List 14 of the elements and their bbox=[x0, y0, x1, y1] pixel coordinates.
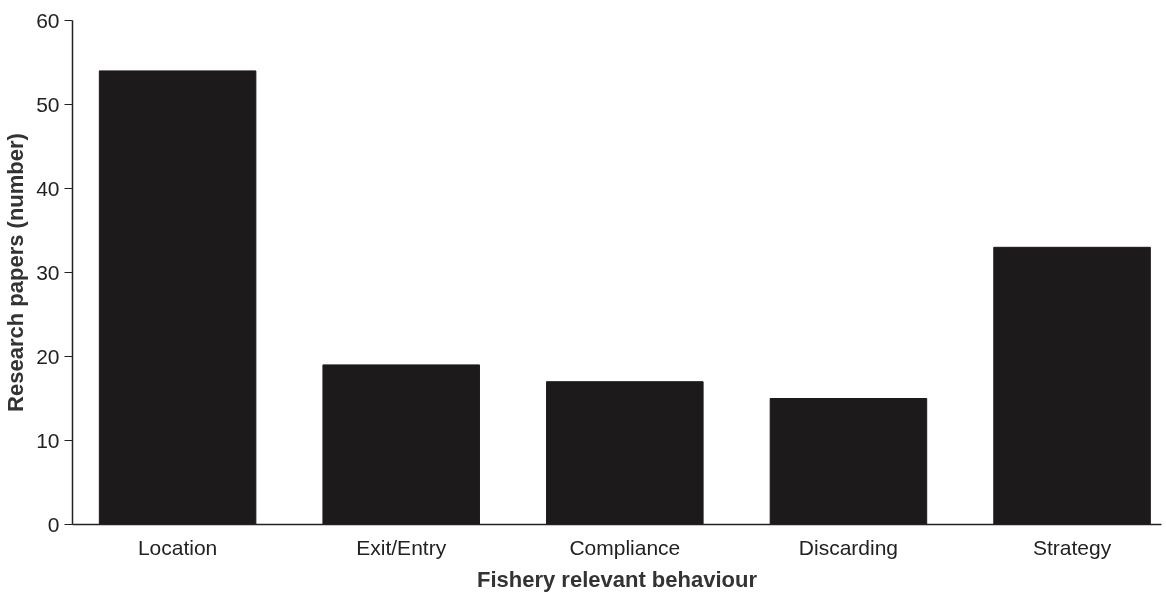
x-tick-label: Discarding bbox=[798, 535, 899, 559]
x-tick-label: Location bbox=[137, 535, 218, 559]
x-tick-label: Strategy bbox=[1032, 535, 1112, 559]
y-axis-title: Research papers (number) bbox=[3, 133, 29, 412]
y-tick-label: 0 bbox=[47, 512, 60, 536]
y-tick-label: 40 bbox=[36, 176, 60, 200]
y-tick-label: 30 bbox=[36, 260, 60, 284]
y-tick-label: 50 bbox=[36, 92, 60, 116]
y-tick-label: 60 bbox=[36, 8, 60, 32]
y-tick-label: 20 bbox=[36, 344, 60, 368]
x-axis-title: Fishery relevant behaviour bbox=[477, 566, 758, 592]
x-tick-label: Compliance bbox=[569, 535, 681, 559]
x-tick-label: Exit/Entry bbox=[356, 535, 447, 559]
y-tick-label: 10 bbox=[36, 428, 60, 452]
